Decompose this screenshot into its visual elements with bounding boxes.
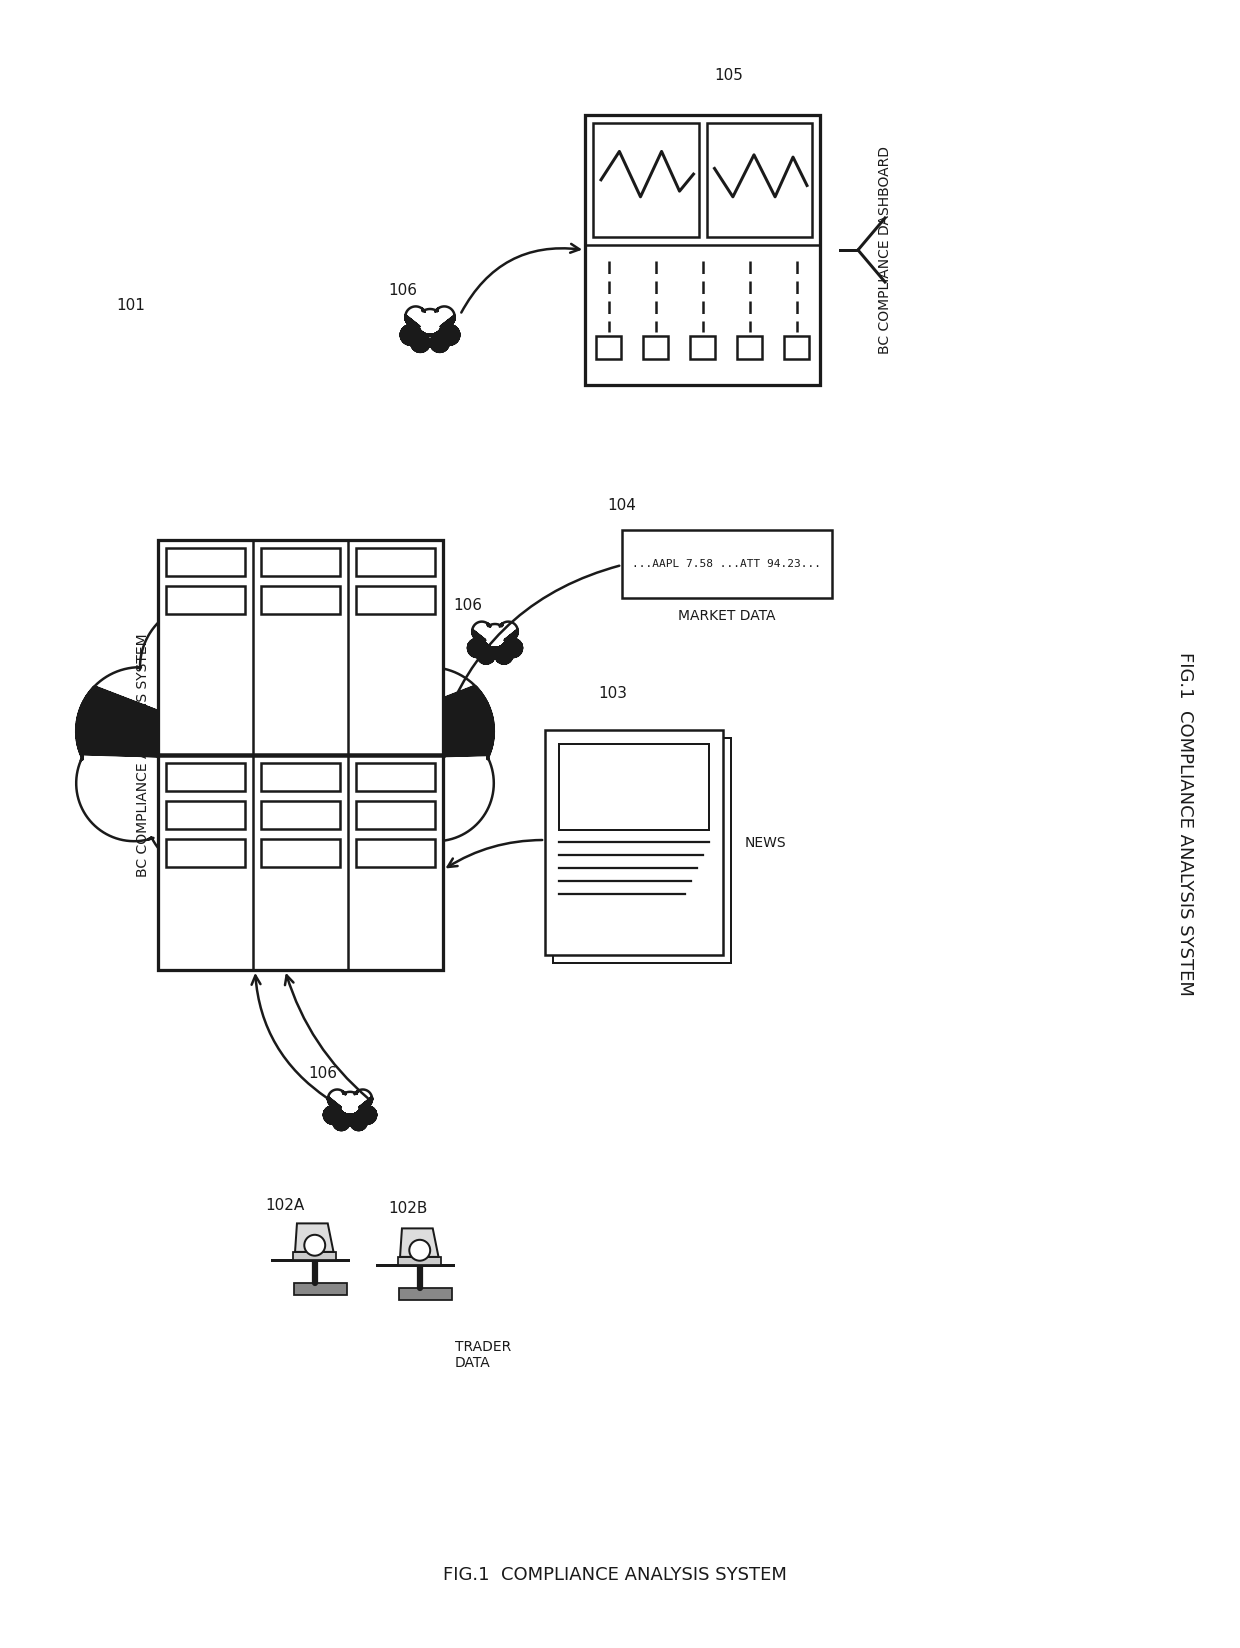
Bar bbox=[166, 763, 246, 791]
Text: 106: 106 bbox=[453, 598, 482, 613]
Bar bbox=[260, 839, 340, 867]
Circle shape bbox=[378, 725, 494, 840]
Circle shape bbox=[324, 1106, 341, 1124]
Bar bbox=[260, 587, 340, 615]
Circle shape bbox=[412, 333, 429, 353]
Text: 104: 104 bbox=[608, 498, 636, 513]
Bar bbox=[294, 1284, 346, 1295]
Bar bbox=[260, 549, 340, 577]
Text: ...AAPL 7.58 ...ATT 94.23...: ...AAPL 7.58 ...ATT 94.23... bbox=[632, 559, 821, 569]
Text: 103: 103 bbox=[599, 686, 627, 700]
FancyArrowPatch shape bbox=[461, 244, 579, 313]
Circle shape bbox=[76, 667, 203, 794]
Circle shape bbox=[467, 639, 486, 658]
Circle shape bbox=[339, 1093, 362, 1116]
Bar bbox=[166, 801, 246, 829]
Text: MARKET DATA: MARKET DATA bbox=[678, 610, 776, 623]
Circle shape bbox=[472, 621, 491, 641]
Circle shape bbox=[401, 325, 420, 344]
Bar bbox=[356, 839, 435, 867]
Bar bbox=[689, 336, 715, 359]
Text: NEWS: NEWS bbox=[745, 836, 786, 849]
Circle shape bbox=[327, 1089, 346, 1107]
Bar bbox=[356, 763, 435, 791]
FancyArrowPatch shape bbox=[448, 840, 542, 867]
Text: BC COMPLIANCE ANALYSIS SYSTEM: BC COMPLIANCE ANALYSIS SYSTEM bbox=[136, 633, 150, 877]
Bar bbox=[622, 531, 832, 598]
Circle shape bbox=[366, 667, 494, 794]
Bar bbox=[593, 124, 698, 237]
Bar bbox=[398, 1257, 440, 1264]
Bar bbox=[166, 549, 246, 577]
Text: FIG.1  COMPLIANCE ANALYSIS SYSTEM: FIG.1 COMPLIANCE ANALYSIS SYSTEM bbox=[443, 1566, 787, 1584]
Circle shape bbox=[303, 603, 430, 732]
Bar bbox=[546, 730, 723, 954]
Circle shape bbox=[484, 625, 507, 648]
FancyArrowPatch shape bbox=[252, 976, 327, 1099]
Bar bbox=[585, 115, 820, 386]
Circle shape bbox=[409, 1239, 430, 1261]
Bar bbox=[260, 763, 340, 791]
Circle shape bbox=[203, 626, 366, 789]
Circle shape bbox=[440, 325, 459, 344]
Circle shape bbox=[351, 1114, 367, 1131]
Bar bbox=[559, 743, 709, 829]
Bar bbox=[642, 336, 668, 359]
Text: 101: 101 bbox=[117, 298, 145, 313]
Bar bbox=[707, 124, 812, 237]
Text: FIG.1  COMPLIANCE ANALYSIS SYSTEM: FIG.1 COMPLIANCE ANALYSIS SYSTEM bbox=[1176, 653, 1194, 995]
Circle shape bbox=[477, 646, 495, 664]
Text: 102B: 102B bbox=[388, 1201, 428, 1216]
Circle shape bbox=[434, 307, 455, 328]
Bar bbox=[356, 549, 435, 577]
FancyArrowPatch shape bbox=[446, 565, 619, 715]
Circle shape bbox=[334, 1114, 350, 1131]
Text: 102A: 102A bbox=[265, 1198, 304, 1213]
Polygon shape bbox=[295, 1223, 334, 1252]
Bar bbox=[784, 336, 810, 359]
Bar bbox=[553, 738, 732, 962]
Circle shape bbox=[405, 307, 427, 328]
Bar bbox=[260, 801, 340, 829]
Bar bbox=[737, 336, 763, 359]
Bar bbox=[399, 1289, 451, 1300]
Circle shape bbox=[498, 621, 518, 641]
Circle shape bbox=[140, 603, 268, 732]
Bar bbox=[595, 336, 621, 359]
Polygon shape bbox=[401, 1228, 439, 1257]
FancyArrowPatch shape bbox=[285, 976, 368, 1098]
Circle shape bbox=[76, 725, 192, 840]
Circle shape bbox=[358, 1106, 376, 1124]
Circle shape bbox=[430, 333, 449, 353]
Bar bbox=[293, 1252, 336, 1259]
Bar bbox=[157, 541, 443, 971]
Circle shape bbox=[496, 646, 512, 664]
Circle shape bbox=[146, 755, 262, 870]
Circle shape bbox=[353, 1089, 372, 1107]
Circle shape bbox=[309, 755, 424, 870]
Circle shape bbox=[503, 639, 522, 658]
Bar bbox=[356, 801, 435, 829]
Text: 106: 106 bbox=[388, 283, 417, 298]
Circle shape bbox=[417, 310, 443, 335]
Text: BC COMPLIANCE DASHBOARD: BC COMPLIANCE DASHBOARD bbox=[878, 147, 892, 354]
Text: TRADER
DATA: TRADER DATA bbox=[455, 1340, 511, 1369]
Circle shape bbox=[221, 740, 348, 867]
Bar bbox=[166, 839, 246, 867]
Bar bbox=[166, 587, 246, 615]
Bar bbox=[356, 587, 435, 615]
Text: 106: 106 bbox=[308, 1066, 337, 1081]
Text: 105: 105 bbox=[714, 68, 743, 82]
Circle shape bbox=[304, 1234, 325, 1256]
